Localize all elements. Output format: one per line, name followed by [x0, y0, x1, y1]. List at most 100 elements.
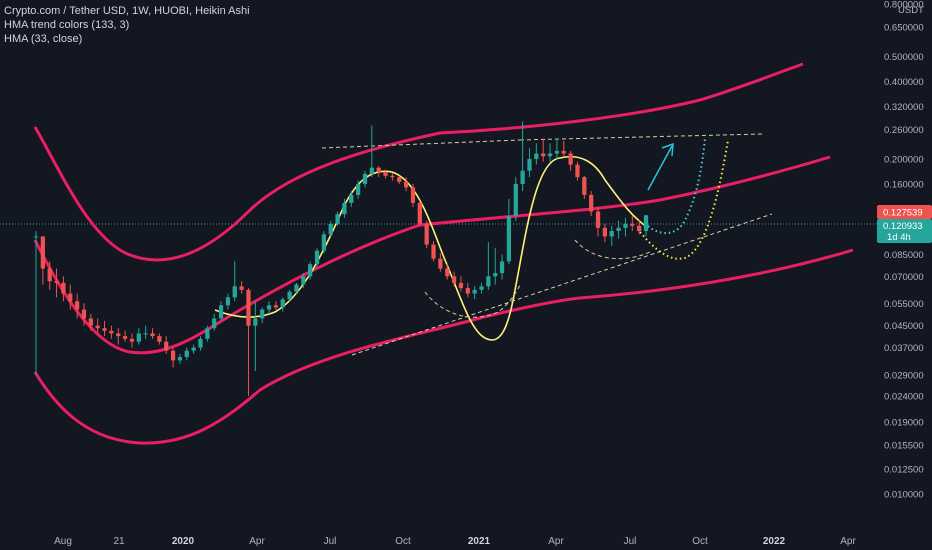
candle-up: [342, 202, 347, 215]
candle-up: [335, 214, 340, 224]
candle-down: [410, 187, 416, 203]
trendline-cup: [424, 284, 521, 318]
y-tick-label: 0.015500: [884, 440, 924, 451]
y-tick-label: 0.024000: [884, 391, 924, 402]
y-tick-label: 0.200000: [884, 154, 924, 165]
candle-up: [205, 328, 210, 339]
candle-down: [95, 325, 100, 329]
candle-up: [356, 183, 361, 195]
y-tick-label: 0.160000: [884, 179, 924, 190]
candle-up: [266, 305, 272, 310]
y-tick-label: 0.045000: [884, 321, 924, 332]
last-price-label: 0.127539: [883, 208, 923, 219]
candle-down: [109, 330, 114, 334]
candle-down: [239, 286, 244, 290]
x-tick-label: Apr: [548, 536, 564, 547]
x-tick-label: 2022: [763, 536, 786, 547]
y-tick-label: 0.400000: [884, 77, 924, 88]
y-tick-label: 0.070000: [884, 272, 924, 283]
x-tick-label: Oct: [692, 536, 708, 547]
candle-up: [198, 338, 203, 348]
candle-down: [246, 289, 251, 326]
candle-up: [513, 183, 518, 217]
candle-down: [150, 333, 155, 337]
candle-up: [534, 153, 539, 159]
candle-down: [417, 202, 422, 224]
candle-down: [561, 150, 566, 154]
candle-down: [582, 177, 587, 195]
legend-hma[interactable]: HMA (33, close): [4, 33, 83, 45]
candle-down: [637, 225, 642, 231]
y-tick-label: 0.260000: [884, 125, 924, 136]
channel-upper: [33, 62, 804, 262]
candle-down: [397, 177, 402, 182]
candle-up: [232, 286, 237, 298]
candle-up: [314, 250, 320, 265]
candle-up: [499, 261, 505, 274]
candle-down: [116, 333, 121, 337]
candle-down: [170, 350, 176, 361]
candle-up: [486, 276, 491, 287]
y-tick-label: 0.012500: [884, 464, 924, 475]
candle-down: [602, 227, 608, 237]
candle-down: [88, 318, 93, 326]
legend-hma-trend[interactable]: HMA trend colors (133, 3): [4, 19, 130, 31]
y-tick-label: 0.320000: [884, 102, 924, 113]
y-tick-label: 0.055000: [884, 299, 924, 310]
candle-down: [438, 258, 443, 269]
chart-legend: Crypto.com / Tether USD, 1W, HUOBI, Heik…: [4, 4, 250, 46]
y-tick-label: 0.029000: [884, 370, 924, 381]
x-tick-label: Oct: [395, 536, 411, 547]
candle-up: [506, 216, 512, 262]
trendline-cup-2: [574, 239, 651, 260]
trendline-support: [351, 213, 773, 356]
y-tick-label: 0.019000: [884, 418, 924, 429]
x-tick-label: Aug: [54, 536, 72, 547]
legend-title[interactable]: Crypto.com / Tether USD, 1W, HUOBI, Heik…: [4, 5, 250, 17]
candle-up: [527, 158, 532, 171]
candle-up: [369, 167, 374, 174]
candle-down: [589, 194, 594, 212]
candle-up: [260, 309, 265, 319]
candle-down: [102, 328, 107, 331]
projection-bearish: [639, 139, 729, 260]
x-tick-label: 2021: [468, 536, 491, 547]
x-tick-label: 2020: [172, 536, 195, 547]
candle-down: [164, 341, 169, 351]
candle-down: [403, 181, 409, 188]
candle-up: [623, 223, 628, 228]
arrow-up: [647, 142, 674, 191]
candle-up: [191, 347, 196, 351]
last-price-badge: 0.127539: [877, 205, 932, 219]
candle-up: [643, 215, 649, 231]
candle-up: [280, 299, 285, 308]
candle-up: [184, 350, 189, 358]
y-tick-label: 0.800000: [884, 0, 924, 11]
time-axis[interactable]: Aug 21 2020 Apr Jul Oct 2021 Apr Jul Oct 2022 Apr: [54, 536, 856, 547]
channel-lower: [33, 248, 854, 445]
candle-up: [253, 318, 258, 326]
y-tick-label: 0.010000: [884, 489, 924, 500]
y-unit-label: USDT: [898, 5, 924, 16]
countdown-label: 1d 4h: [887, 232, 911, 243]
y-tick-label: 0.650000: [884, 23, 924, 34]
candle-down: [47, 268, 52, 282]
y-tick-label: 0.500000: [884, 52, 924, 63]
candle-down: [445, 268, 450, 277]
candle-up: [301, 276, 306, 285]
candle-up: [493, 273, 498, 277]
candle-up: [177, 357, 183, 361]
projection-bullish: [647, 137, 706, 234]
y-tick-label: 0.085000: [884, 250, 924, 261]
candle-down: [451, 276, 457, 283]
candle-down: [157, 336, 162, 342]
candles: [33, 121, 649, 396]
candle-down: [122, 336, 128, 339]
candle-up: [328, 223, 333, 235]
candle-down: [465, 288, 470, 294]
candle-up: [33, 236, 39, 238]
candle-up: [547, 153, 553, 157]
candle-down: [383, 171, 388, 176]
